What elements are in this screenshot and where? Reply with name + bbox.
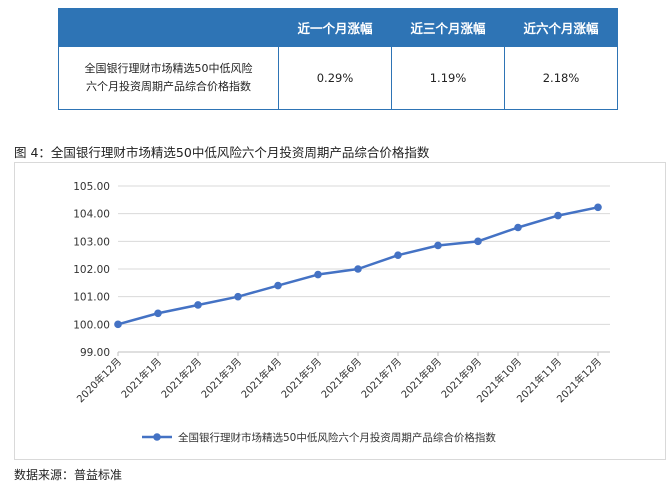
data-point xyxy=(314,270,322,279)
data-point xyxy=(394,251,402,259)
x-tick-label: 2021年5月 xyxy=(278,355,324,401)
data-point xyxy=(434,241,442,250)
y-tick-label: 105.00 xyxy=(73,181,110,193)
x-tick-label: 2021年6月 xyxy=(318,355,364,401)
summary-row-label-line1: 全国银行理财市场精选50中低风险 xyxy=(84,62,253,75)
figure-caption: 图 4：全国银行理财市场精选50中低风险六个月投资周期产品综合价格指数 xyxy=(14,145,430,160)
summary-header-3m: 近三个月涨幅 xyxy=(391,8,505,47)
x-tick-label: 2021年2月 xyxy=(158,355,204,401)
data-point xyxy=(514,223,522,232)
source-note: 数据来源：普益标准 xyxy=(14,468,123,482)
data-point xyxy=(194,301,202,309)
summary-header-blank xyxy=(58,8,279,47)
x-tick-label: 2020年12月 xyxy=(74,355,124,405)
x-tick-label: 2021年4月 xyxy=(238,355,284,401)
data-point xyxy=(594,203,602,212)
line-chart: 99.00 100.00 101.00 102.00 103.00 104.00 105.0… xyxy=(73,181,610,444)
x-tick-label: 2021年7月 xyxy=(358,355,404,401)
x-tick-label: 2021年9月 xyxy=(438,355,484,401)
data-point xyxy=(114,320,122,329)
summary-header-row: 近一个月涨幅 近三个月涨幅 近六个月涨幅 xyxy=(58,8,618,47)
summary-header-6m: 近六个月涨幅 xyxy=(504,8,618,47)
summary-value-6m: 2.18% xyxy=(504,46,618,110)
data-point xyxy=(474,237,482,246)
data-point xyxy=(274,281,282,290)
summary-header-1m: 近一个月涨幅 xyxy=(278,8,392,47)
chart-frame: 99.00 100.00 101.00 102.00 103.00 104.00 105.0… xyxy=(14,162,666,460)
data-point xyxy=(234,292,242,301)
summary-row-label-line2: 六个月投资周期产品综合价格指数 xyxy=(86,80,251,93)
summary-table: 近一个月涨幅 近三个月涨幅 近六个月涨幅 全国银行理财市场精选50中低风险 六个… xyxy=(58,8,618,110)
y-tick-label: 103.00 xyxy=(73,236,110,248)
x-tick-label: 2021年3月 xyxy=(198,355,244,401)
y-tick-label: 101.00 xyxy=(73,292,110,304)
legend-label: 全国银行理财市场精选50中低风险六个月投资周期产品综合价格指数 xyxy=(178,431,496,444)
data-point xyxy=(154,309,162,318)
data-point xyxy=(354,265,362,273)
y-tick-label: 104.00 xyxy=(73,209,110,221)
y-tick-label: 99.00 xyxy=(80,347,110,359)
y-tick-label: 100.00 xyxy=(73,319,110,331)
x-tick-label: 2021年1月 xyxy=(118,355,164,401)
summary-value-1m: 0.29% xyxy=(278,46,392,110)
summary-value-3m: 1.19% xyxy=(391,46,505,110)
data-point xyxy=(554,211,562,220)
x-tick-label: 2021年8月 xyxy=(398,355,444,401)
legend-marker xyxy=(153,433,161,441)
summary-row-label: 全国银行理财市场精选50中低风险 六个月投资周期产品综合价格指数 xyxy=(58,46,279,110)
summary-data-row: 全国银行理财市场精选50中低风险 六个月投资周期产品综合价格指数 0.29% 1… xyxy=(58,46,618,110)
y-tick-label: 102.00 xyxy=(73,264,110,276)
